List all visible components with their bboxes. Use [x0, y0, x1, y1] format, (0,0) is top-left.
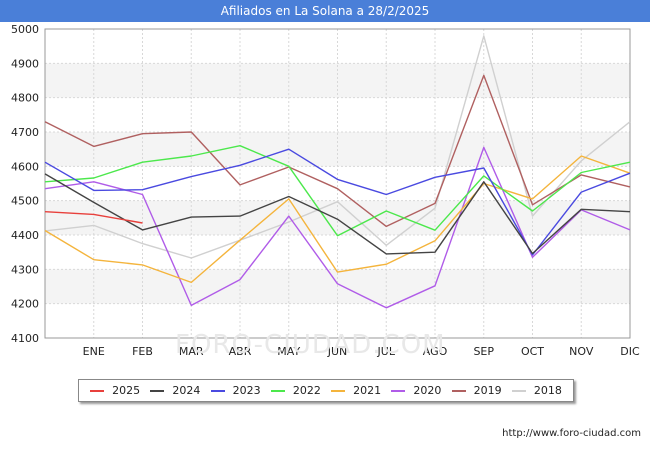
series-line-2020 — [44, 146, 631, 309]
legend-item-2018: 2018 — [511, 384, 562, 397]
series-line-2025 — [44, 211, 143, 224]
grid-band — [45, 63, 630, 98]
series-line-2024 — [44, 173, 631, 255]
legend-item-2025: 2025 — [90, 384, 140, 397]
legend-label: 2020 — [413, 384, 442, 397]
legend-swatch — [331, 389, 346, 392]
legend-label: 2023 — [232, 384, 261, 397]
series-line-2018 — [44, 35, 631, 259]
legend-label: 2022 — [292, 384, 321, 397]
x-tick-label: MAR — [179, 345, 204, 358]
y-tick-label: 4700 — [11, 126, 39, 139]
chart-legend: 2025 2024 2023 2022 2021 2020 2019 2018 — [78, 379, 574, 402]
series-line-2023 — [44, 148, 631, 256]
legend-item-2021: 2021 — [331, 384, 381, 397]
series-line-2019 — [44, 74, 631, 228]
legend-swatch — [451, 389, 466, 392]
series-line-2022 — [44, 144, 631, 237]
legend-item-2023: 2023 — [210, 384, 261, 397]
x-tick-label: ABR — [229, 345, 252, 358]
y-tick-label: 4400 — [11, 229, 39, 242]
legend-swatch — [270, 389, 285, 392]
legend-label: 2018 — [533, 384, 562, 397]
line-chart: 4100 4200 4300 4400 4500 4600 4700 4800 4900 5000… — [11, 23, 640, 358]
chart-title: Afiliados en La Solana a 28/2/2025 — [0, 0, 650, 22]
x-tick-label: SEP — [473, 345, 494, 358]
legend-label: 2021 — [353, 384, 382, 397]
legend-label: 2019 — [473, 384, 502, 397]
y-tick-label: 4800 — [11, 92, 39, 105]
y-tick-label: 4100 — [11, 332, 39, 345]
x-tick-label: NOV — [569, 345, 594, 358]
legend-label: 2024 — [172, 384, 201, 397]
y-tick-label: 4300 — [11, 263, 39, 276]
legend-item-2024: 2024 — [150, 384, 200, 397]
y-tick-label: 4200 — [11, 298, 39, 311]
legend-swatch — [90, 389, 105, 392]
legend-swatch — [391, 389, 406, 392]
legend-item-2022: 2022 — [270, 384, 321, 397]
legend-item-2020: 2020 — [391, 384, 441, 397]
watermark: FORO-CIUDAD.COM — [175, 330, 446, 360]
x-tick-label: OCT — [521, 345, 544, 358]
legend-label: 2025 — [112, 384, 141, 397]
x-tick-label: JUL — [377, 345, 396, 358]
x-tick-label: MAY — [277, 345, 300, 358]
x-tick-label: FEB — [132, 345, 153, 358]
x-tick-label: AGO — [423, 345, 448, 358]
plot-frame — [44, 28, 631, 339]
y-tick-label: 4900 — [11, 57, 39, 70]
series-line-2021 — [44, 155, 631, 284]
y-tick-label: 4500 — [11, 195, 39, 208]
x-tick-label: JUN — [327, 345, 348, 358]
footer-url: http://www.foro-ciudad.com — [502, 428, 641, 439]
x-tick-label: ENE — [83, 345, 105, 358]
x-tick-label: DIC — [620, 345, 640, 358]
legend-swatch — [511, 389, 526, 392]
legend-swatch — [210, 389, 225, 392]
y-tick-label: 4600 — [11, 160, 39, 173]
legend-swatch — [150, 389, 165, 392]
legend-item-2019: 2019 — [451, 384, 502, 397]
y-tick-label: 5000 — [11, 23, 39, 36]
